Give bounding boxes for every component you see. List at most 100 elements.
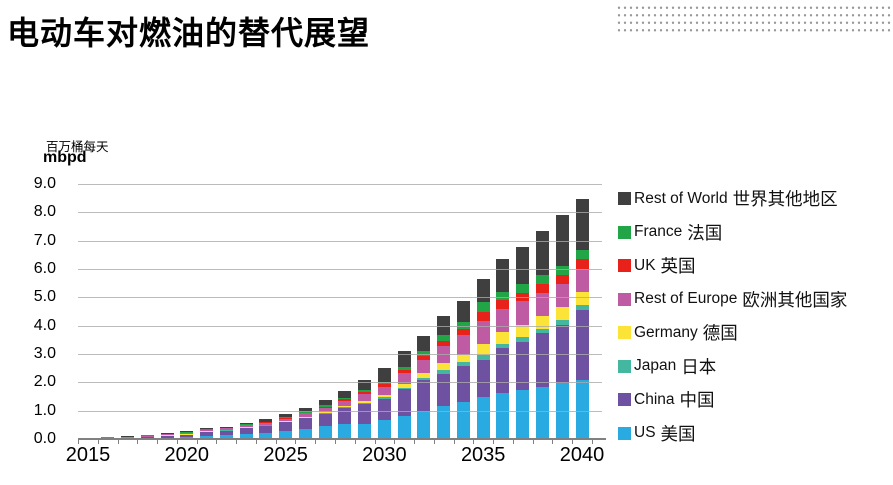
bar-segment-rest-of-world bbox=[318, 400, 332, 406]
bar-segment-uk bbox=[358, 391, 372, 395]
bar-segment-germany bbox=[456, 354, 470, 363]
y-axis-tick-label: 7.0 bbox=[33, 231, 56, 249]
x-axis-tick bbox=[315, 439, 317, 444]
bar-segment-uk bbox=[417, 355, 431, 360]
bar-segment-rest-of-world bbox=[298, 407, 312, 412]
legend-label-zh: 欧洲其他国家 bbox=[742, 289, 848, 310]
bar-segment-us bbox=[417, 412, 431, 439]
y-axis-tick-label: 8.0 bbox=[33, 203, 56, 221]
bar-segment-germany bbox=[437, 363, 451, 371]
bar-segment-rest-of-world bbox=[200, 428, 214, 430]
stacked-bar-2036 bbox=[496, 259, 510, 439]
bar-segment-rest-of-europe bbox=[279, 418, 293, 421]
bar-segment-rest-of-world bbox=[476, 279, 490, 303]
bar-segment-china bbox=[180, 435, 194, 438]
legend-swatch bbox=[618, 359, 631, 373]
y-axis-tick-label: 4.0 bbox=[33, 316, 56, 334]
x-axis-tick bbox=[354, 439, 356, 444]
x-axis-tick bbox=[255, 439, 257, 444]
legend-swatch bbox=[618, 426, 631, 440]
x-axis-tick bbox=[78, 439, 80, 444]
y-axis-unit-label-en: mbpd bbox=[43, 149, 87, 166]
legend-swatch bbox=[618, 225, 631, 239]
bar-segment-germany bbox=[555, 307, 569, 321]
bar-segment-uk bbox=[259, 422, 273, 423]
bar-segment-us bbox=[318, 426, 332, 439]
bar-segment-us bbox=[476, 397, 490, 439]
bar-segment-japan bbox=[516, 336, 530, 342]
bar-segment-germany bbox=[318, 411, 332, 414]
bar-segment-uk bbox=[298, 412, 312, 414]
x-axis-tick-label: 2020 bbox=[164, 444, 210, 466]
bar-segment-us bbox=[358, 423, 372, 439]
bar-segment-germany bbox=[476, 343, 490, 355]
legend-label-en: Germany bbox=[634, 323, 698, 341]
bar-segment-china bbox=[160, 436, 174, 438]
gridline bbox=[78, 269, 602, 270]
bar-segment-china bbox=[417, 379, 431, 413]
x-axis-tick bbox=[394, 439, 396, 444]
bar-segment-rest-of-europe bbox=[140, 435, 154, 437]
bar-segment-rest-of-europe bbox=[555, 284, 569, 308]
stacked-bar-2035 bbox=[476, 279, 490, 439]
bar-segment-germany bbox=[358, 400, 372, 404]
x-axis-tick-label: 2015 bbox=[65, 444, 111, 466]
bar-segment-germany bbox=[377, 394, 391, 398]
bar-segment-uk bbox=[437, 341, 451, 347]
bar-segment-uk bbox=[476, 312, 490, 321]
x-axis-tick-label: 2040 bbox=[559, 444, 605, 466]
bar-segment-france bbox=[298, 411, 312, 413]
x-axis-labels: 2015 2020 2025 2030 2035 2040 bbox=[66, 444, 605, 468]
bar-segment-rest-of-world bbox=[219, 426, 233, 428]
stacked-bar-2032 bbox=[417, 335, 431, 439]
bar-segment-china bbox=[516, 341, 530, 390]
stacked-bar-2025 bbox=[279, 414, 293, 439]
bar-segment-us bbox=[496, 393, 510, 439]
bar-segment-uk bbox=[338, 399, 352, 401]
bar-segment-rest-of-europe bbox=[516, 301, 530, 325]
bar-segment-china bbox=[476, 359, 490, 398]
bar-segment-china bbox=[279, 422, 293, 432]
bar-segment-china bbox=[377, 398, 391, 421]
x-axis-tick bbox=[433, 439, 435, 444]
bar-segment-us bbox=[200, 435, 214, 439]
bar-segment-rest-of-europe bbox=[298, 413, 312, 417]
bar-segment-france bbox=[496, 291, 510, 301]
stacked-bar-2028 bbox=[338, 391, 352, 439]
stacked-bar-2037 bbox=[516, 246, 530, 439]
page-title: 电动车对燃油的替代展望 bbox=[7, 15, 371, 51]
stacked-bar-2038 bbox=[535, 231, 549, 439]
bar-segment-japan bbox=[397, 387, 411, 390]
bar-segment-us bbox=[575, 379, 589, 439]
x-axis-tick bbox=[453, 439, 455, 444]
legend-item-us: US 美国 bbox=[618, 417, 847, 451]
bar-segment-rest-of-europe bbox=[535, 292, 549, 317]
bar-segment-rest-of-world bbox=[259, 419, 273, 422]
bar-segment-germany bbox=[338, 405, 352, 408]
bar-segment-rest-of-world bbox=[397, 351, 411, 367]
stacked-bar-2023 bbox=[239, 422, 253, 439]
legend-label-en: France bbox=[634, 223, 683, 241]
bar-segment-rest-of-world bbox=[358, 379, 372, 390]
bar-segment-us bbox=[259, 432, 273, 439]
bar-segment-rest-of-europe bbox=[397, 373, 411, 385]
x-axis-line bbox=[78, 438, 606, 440]
x-axis-tick bbox=[572, 439, 574, 444]
bar-segment-rest-of-world bbox=[377, 367, 391, 382]
bar-segment-germany bbox=[496, 332, 510, 344]
bar-segment-rest-of-world bbox=[575, 198, 589, 250]
bar-segment-france bbox=[279, 417, 293, 418]
bar-segment-france bbox=[535, 275, 549, 285]
legend-label-zh: 美国 bbox=[660, 423, 696, 444]
bar-segment-us bbox=[298, 429, 312, 439]
legend-item-china: China 中国 bbox=[618, 383, 847, 417]
legend-label-zh: 世界其他地区 bbox=[732, 189, 838, 210]
legend-swatch bbox=[618, 192, 631, 206]
bar-segment-japan bbox=[535, 328, 549, 334]
legend-label-en: US bbox=[634, 424, 656, 442]
gridline bbox=[78, 212, 602, 214]
legend-label-en: Japan bbox=[634, 357, 677, 375]
gridline bbox=[78, 410, 602, 412]
bar-segment-china bbox=[318, 413, 332, 427]
stacked-bar-2039 bbox=[555, 214, 569, 439]
